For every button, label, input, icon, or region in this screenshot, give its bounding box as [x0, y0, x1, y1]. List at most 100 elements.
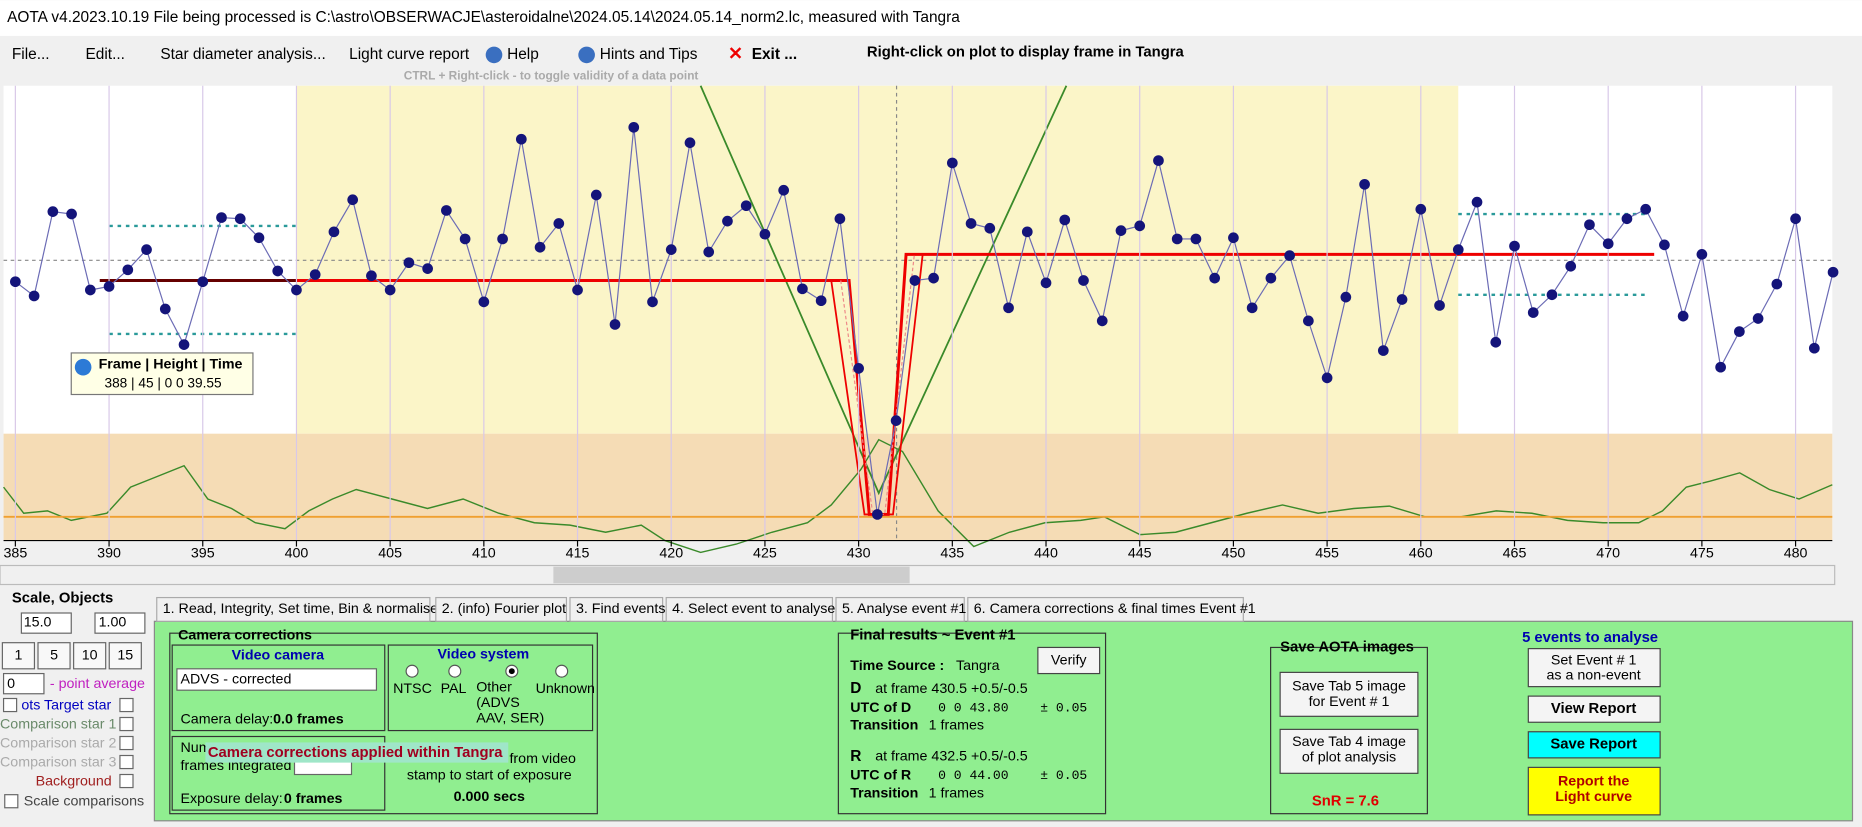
data-point[interactable] [197, 276, 209, 288]
data-point[interactable] [515, 133, 527, 145]
data-point[interactable] [178, 339, 190, 350]
scrollbar[interactable] [0, 564, 1836, 586]
data-point[interactable] [684, 137, 696, 149]
checkbox[interactable] [119, 716, 134, 732]
data-point[interactable] [1377, 345, 1389, 356]
data-point[interactable] [778, 184, 790, 196]
data-point[interactable] [84, 284, 96, 296]
data-point[interactable] [1078, 275, 1089, 286]
radio-label[interactable]: NTSC [393, 681, 432, 697]
menu-item[interactable]: Edit... [86, 46, 125, 63]
series-check[interactable]: Background [36, 773, 112, 789]
tab[interactable] [435, 596, 568, 622]
button[interactable] [1527, 648, 1661, 688]
data-point[interactable] [928, 272, 939, 284]
checkbox[interactable] [119, 735, 134, 751]
data-point[interactable] [628, 121, 640, 133]
tab-label[interactable]: 3. Find events [576, 601, 666, 617]
menu-item[interactable]: Hints and Tips [600, 46, 698, 63]
data-point[interactable] [609, 319, 621, 330]
data-point[interactable] [1415, 203, 1427, 215]
data-point[interactable] [1584, 219, 1595, 231]
tab-label[interactable]: 4. Select event to analyse [672, 601, 835, 617]
data-point[interactable] [1096, 315, 1108, 327]
data-point[interactable] [1265, 272, 1277, 284]
data-point[interactable] [890, 415, 902, 426]
data-point[interactable] [572, 284, 583, 296]
scale-button[interactable] [1, 642, 36, 670]
scale-button[interactable] [73, 642, 107, 670]
data-point[interactable] [1808, 342, 1820, 354]
data-point[interactable] [853, 363, 864, 374]
button[interactable] [1527, 695, 1661, 723]
data-point[interactable] [66, 208, 77, 220]
tab[interactable] [156, 596, 431, 622]
data-point[interactable] [1284, 250, 1295, 261]
data-point[interactable] [534, 241, 546, 253]
data-point[interactable] [1621, 213, 1633, 225]
data-point[interactable] [1490, 336, 1502, 348]
tab[interactable] [967, 596, 1244, 622]
button-label[interactable]: Light curve [1555, 789, 1632, 805]
radio[interactable] [555, 664, 569, 678]
radio-label[interactable]: Unknown [536, 681, 595, 697]
data-point[interactable] [47, 206, 59, 217]
data-point[interactable] [965, 218, 977, 229]
scale-input[interactable] [20, 612, 72, 634]
data-point[interactable] [1471, 196, 1483, 208]
data-point[interactable] [253, 232, 265, 244]
button[interactable] [1527, 731, 1661, 759]
data-point[interactable] [366, 270, 377, 282]
radio-label[interactable]: PAL [441, 681, 467, 697]
menu-item[interactable]: Help [507, 46, 539, 63]
data-point[interactable] [347, 194, 359, 206]
scroll-thumb[interactable] [553, 566, 910, 584]
radio[interactable] [405, 664, 419, 678]
data-point[interactable] [1640, 203, 1652, 215]
data-point[interactable] [797, 283, 808, 295]
button-label[interactable]: as a non-event [1546, 668, 1640, 684]
series-check[interactable]: Comparison star 1 [0, 716, 116, 732]
data-point[interactable] [1003, 302, 1014, 314]
data-point[interactable] [422, 263, 433, 274]
data-point[interactable] [1827, 266, 1839, 278]
series-check[interactable]: Scale comparisons [24, 794, 144, 810]
data-point[interactable] [1209, 272, 1221, 284]
data-point[interactable] [1790, 213, 1801, 225]
data-point[interactable] [291, 284, 302, 296]
data-point[interactable] [478, 296, 490, 308]
data-point[interactable] [403, 257, 415, 269]
tab[interactable] [835, 596, 965, 622]
data-point[interactable] [272, 265, 284, 277]
data-point[interactable] [909, 275, 921, 286]
data-point[interactable] [1696, 249, 1708, 260]
tab-label[interactable]: 6. Camera corrections & final times Even… [974, 601, 1256, 617]
tab-label[interactable]: 5. Analyse event #1 [842, 601, 966, 617]
menu-item[interactable]: Exit ... [752, 46, 797, 63]
verify-button[interactable] [1037, 646, 1101, 675]
data-point[interactable] [590, 189, 602, 201]
data-point[interactable] [234, 213, 246, 225]
data-point[interactable] [1734, 326, 1745, 337]
radio[interactable] [448, 664, 462, 678]
scale-button[interactable] [108, 642, 142, 670]
tab-label[interactable]: 1. Read, Integrity, Set time, Bin & norm… [163, 601, 438, 617]
menu-item[interactable]: Light curve report [349, 46, 470, 63]
data-point[interactable] [647, 296, 658, 308]
series-check[interactable]: Comparison star 3 [0, 754, 116, 770]
series-check[interactable]: Comparison star 2 [0, 735, 116, 751]
button-label[interactable]: Save Tab 4 image [1292, 734, 1406, 750]
menu-item[interactable]: File... [12, 46, 50, 63]
button-label[interactable]: of plot analysis [1302, 750, 1396, 766]
save-button[interactable] [1279, 671, 1419, 717]
data-point[interactable] [1546, 289, 1558, 301]
data-point[interactable] [28, 290, 40, 302]
button-label[interactable]: Verify [1051, 652, 1088, 668]
data-point[interactable] [1527, 307, 1539, 318]
save-button[interactable] [1279, 728, 1419, 774]
series-check[interactable]: Target star [44, 697, 112, 713]
data-point[interactable] [1771, 278, 1783, 290]
data-point[interactable] [1321, 372, 1333, 384]
checkbox[interactable] [119, 773, 134, 789]
data-point[interactable] [1134, 220, 1146, 232]
